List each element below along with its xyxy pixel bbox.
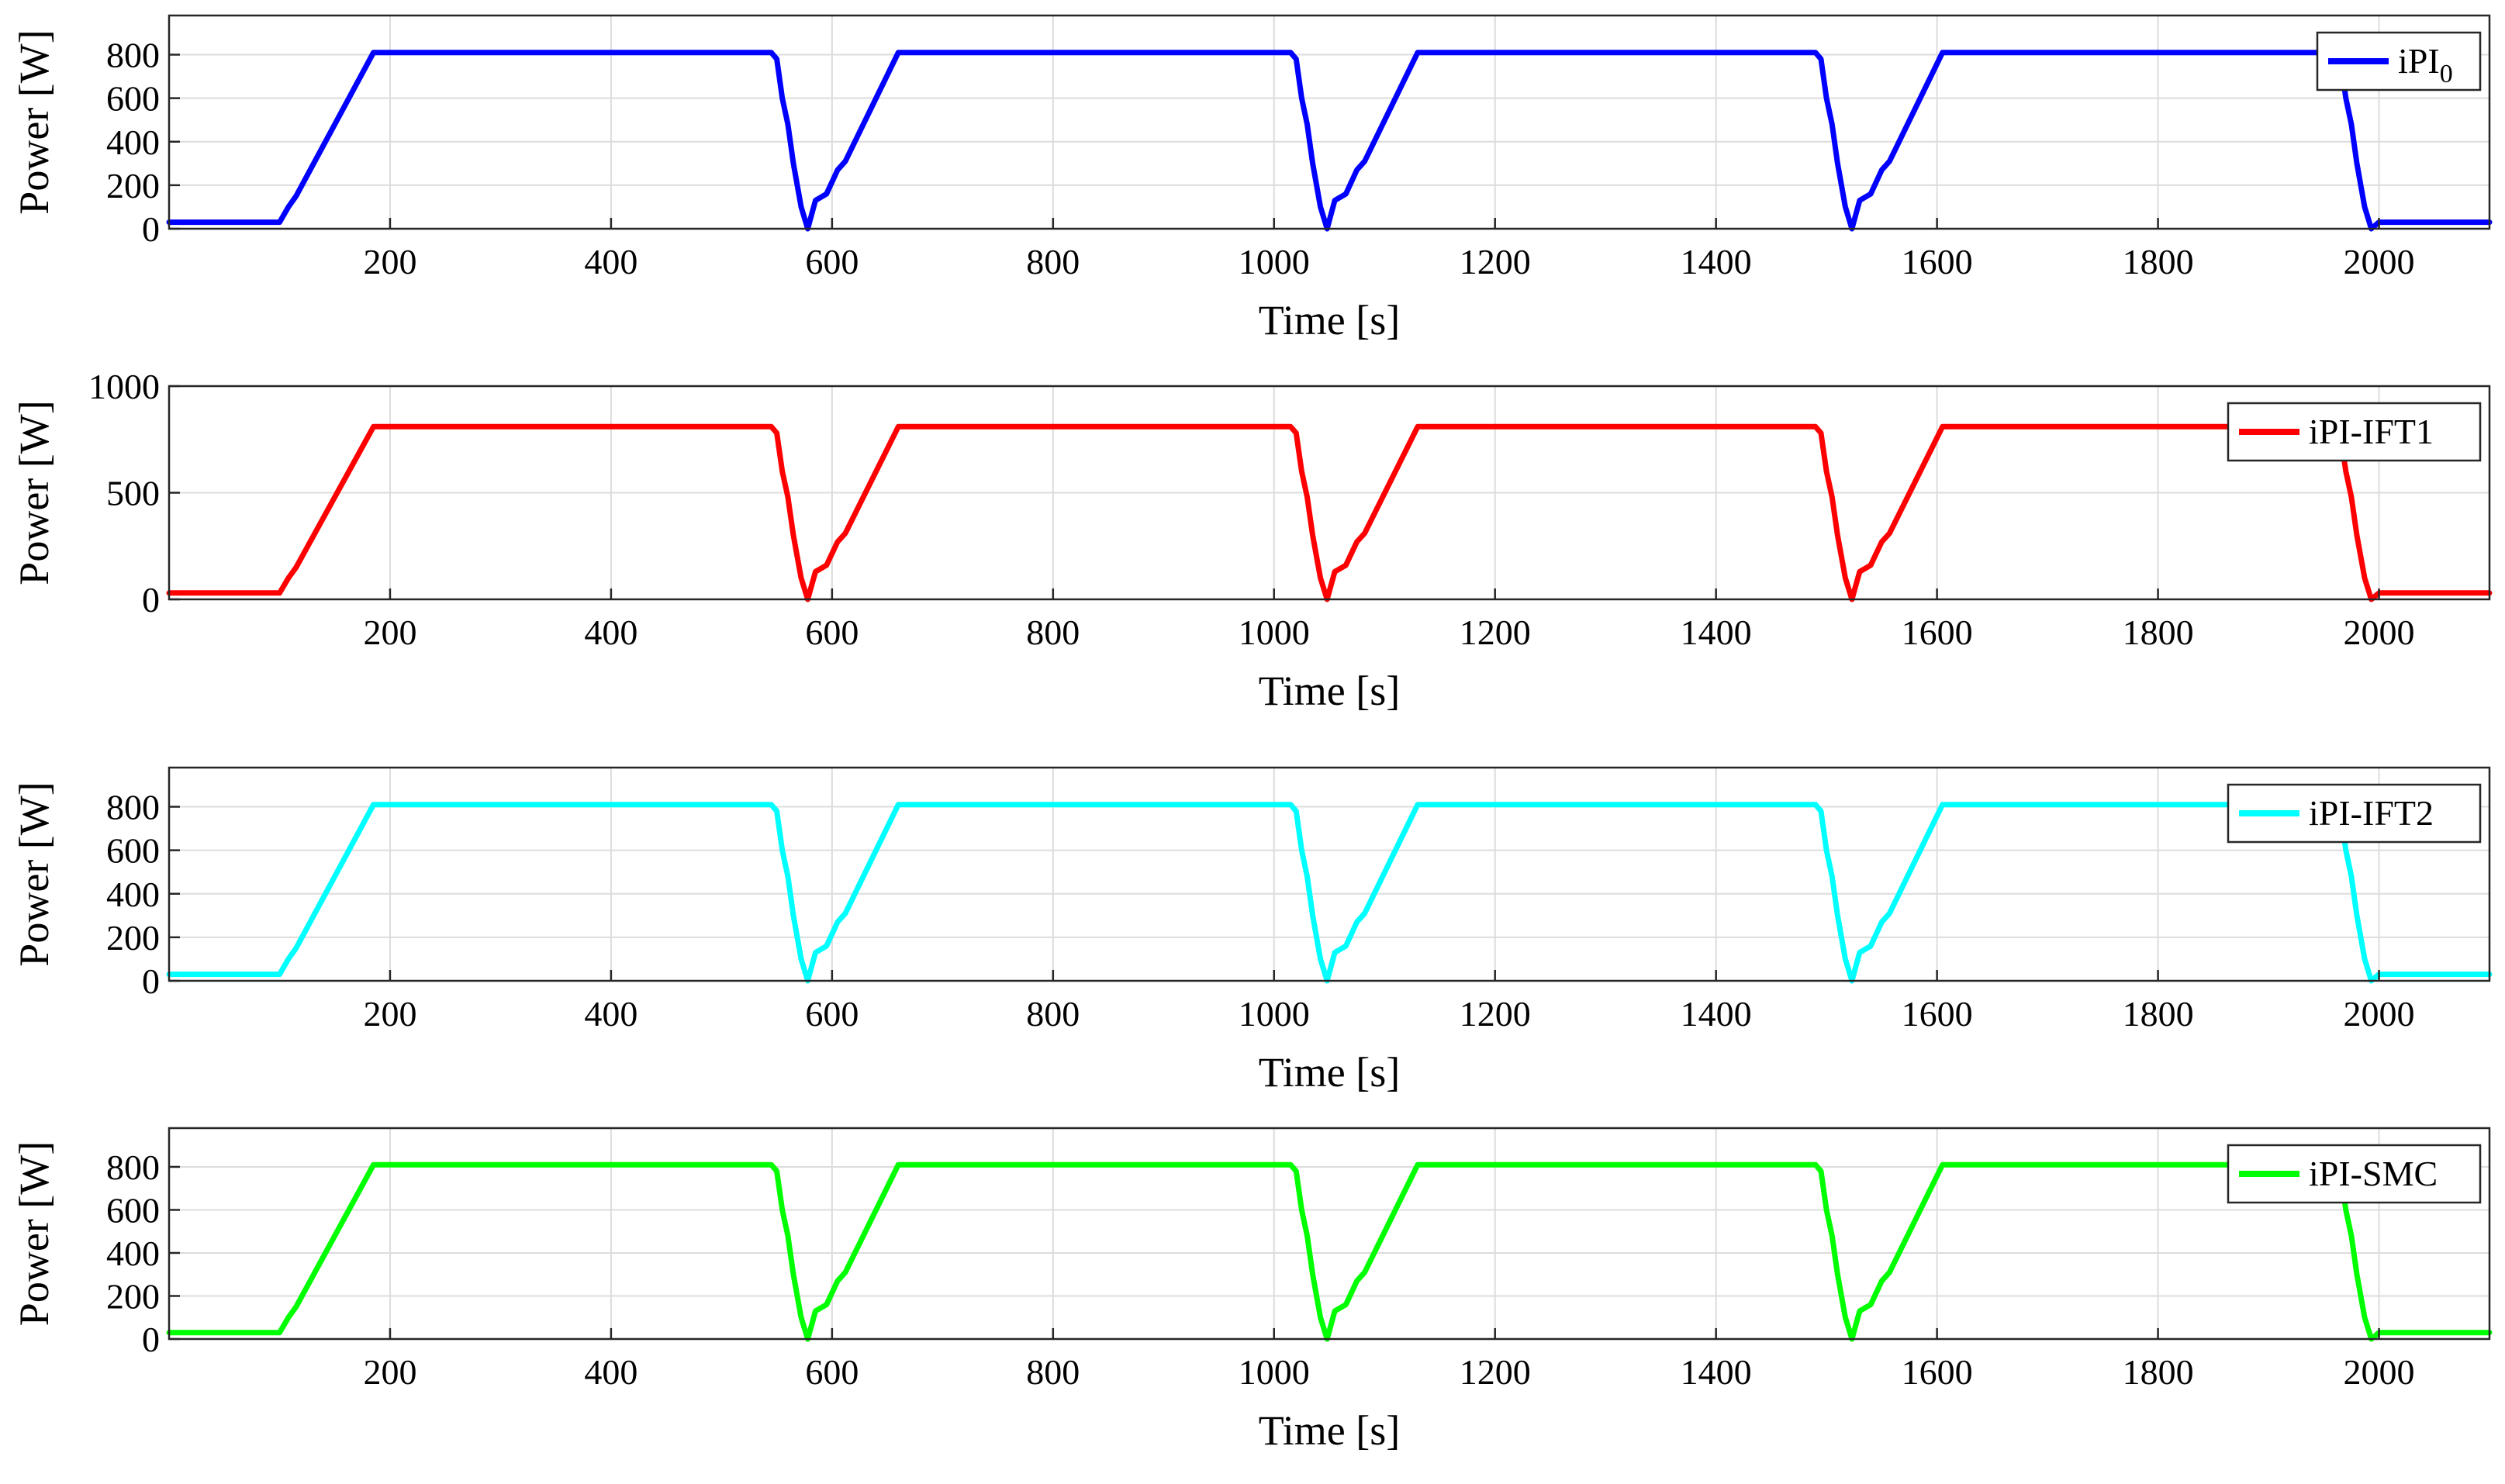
chart-panel-2: 200 400 600 800 1000 1200 1400 1600 1800 2000 0 500… — [11, 367, 2493, 714]
chart-panel-3: 200 400 600 800 1000 1200 1400 1600 1800 20000200… — [11, 766, 2493, 1096]
series-line-3-1 — [166, 802, 2493, 984]
y-tick-label: 800 — [106, 788, 160, 827]
y-tick-label: 0 — [142, 580, 160, 619]
y-tick-label: 1000 — [88, 367, 160, 406]
x-tick-label: 1000 — [1239, 1352, 1310, 1392]
axis-frame — [168, 14, 2491, 230]
y-axis-label: Power [W] — [11, 1141, 57, 1326]
x-tick-label: 200 — [363, 994, 416, 1034]
series-line-1-1 — [166, 50, 2493, 232]
legend-label: iPI0 — [2398, 41, 2453, 88]
y-tick-label: 0 — [142, 961, 160, 1001]
x-axis-label: Time [s] — [1259, 1049, 1401, 1096]
x-tick-label: 800 — [1026, 613, 1080, 652]
y-tick-label: 200 — [106, 166, 160, 205]
chart-panel-4: 200 400 600 800 1000 1200 1400 1600 1800 20000200… — [11, 1127, 2493, 1454]
legend: iPI-IFT1 — [2227, 402, 2482, 462]
x-tick-label: 1000 — [1239, 613, 1310, 652]
y-tick-label: 400 — [106, 1234, 160, 1273]
x-tick-label: 800 — [1026, 1352, 1080, 1392]
x-tick-label: 600 — [805, 1352, 859, 1392]
x-tick-label: 1400 — [1681, 242, 1752, 281]
x-tick-label: 800 — [1026, 994, 1080, 1034]
x-tick-label: 1200 — [1460, 994, 1531, 1034]
x-tick-label: 2000 — [2344, 994, 2415, 1034]
series-line-2-1 — [166, 423, 2493, 602]
y-tick-label: 600 — [106, 831, 160, 871]
x-axis-label: Time [s] — [1259, 1407, 1401, 1454]
x-tick-label: 1400 — [1681, 1352, 1752, 1392]
legend-label: iPI-IFT2 — [2309, 793, 2434, 833]
x-tick-label: 600 — [805, 994, 859, 1034]
y-axis-label: Power [W] — [11, 29, 57, 214]
x-tick-label: 1600 — [1902, 613, 1973, 652]
axis-frame — [168, 766, 2491, 982]
x-tick-label: 1800 — [2123, 613, 2194, 652]
x-tick-label: 1000 — [1239, 994, 1310, 1034]
y-tick-label: 500 — [106, 474, 160, 513]
legend-label: iPI-SMC — [2309, 1154, 2438, 1193]
legend: iPI-IFT2 — [2227, 783, 2482, 844]
series-line-4-1 — [166, 1161, 2493, 1342]
x-tick-label: 400 — [584, 242, 637, 281]
x-tick-label: 1000 — [1239, 242, 1310, 281]
y-axis-label: Power [W] — [11, 400, 57, 585]
y-axis-label: Power [W] — [11, 782, 57, 966]
x-tick-label: 1800 — [2123, 1352, 2194, 1392]
y-tick-label: 600 — [106, 79, 160, 119]
x-tick-label: 1600 — [1902, 994, 1973, 1034]
x-tick-label: 600 — [805, 242, 859, 281]
y-tick-label: 800 — [106, 1148, 160, 1187]
x-tick-label: 800 — [1026, 242, 1080, 281]
x-tick-label: 1800 — [2123, 242, 2194, 281]
y-tick-label: 0 — [142, 1320, 160, 1359]
x-tick-label: 1600 — [1902, 1352, 1973, 1392]
x-tick-label: 1200 — [1460, 242, 1531, 281]
x-tick-label: 2000 — [2344, 1352, 2415, 1392]
x-tick-label: 400 — [584, 613, 637, 652]
y-tick-label: 400 — [106, 123, 160, 162]
x-axis-label: Time [s] — [1259, 297, 1401, 343]
legend: iPI-SMC — [2227, 1144, 2482, 1204]
legend-label: iPI-IFT1 — [2309, 412, 2434, 451]
axis-frame — [168, 1127, 2491, 1341]
x-tick-label: 1200 — [1460, 613, 1531, 652]
x-tick-label: 1600 — [1902, 242, 1973, 281]
y-tick-label: 600 — [106, 1190, 160, 1230]
x-tick-label: 1200 — [1460, 1352, 1531, 1392]
y-tick-label: 800 — [106, 36, 160, 75]
x-tick-label: 200 — [363, 242, 416, 281]
x-tick-label: 400 — [584, 994, 637, 1034]
x-tick-label: 600 — [805, 613, 859, 652]
y-tick-label: 0 — [142, 209, 160, 249]
x-axis-label: Time [s] — [1259, 668, 1401, 714]
chart-panel-1: 200 400 600 800 1000 1200 1400 1600 1800 2000 0 200… — [11, 14, 2493, 343]
x-tick-label: 200 — [363, 1352, 416, 1392]
x-tick-label: 200 — [363, 613, 416, 652]
x-tick-label: 1400 — [1681, 613, 1752, 652]
x-tick-label: 1400 — [1681, 994, 1752, 1034]
y-tick-label: 200 — [106, 1276, 160, 1316]
x-tick-label: 2000 — [2344, 242, 2415, 281]
y-tick-label: 200 — [106, 918, 160, 958]
legend: iPI0 — [2316, 31, 2482, 91]
x-tick-label: 2000 — [2344, 613, 2415, 652]
x-tick-label: 400 — [584, 1352, 637, 1392]
y-tick-label: 400 — [106, 875, 160, 914]
x-tick-label: 1800 — [2123, 994, 2194, 1034]
